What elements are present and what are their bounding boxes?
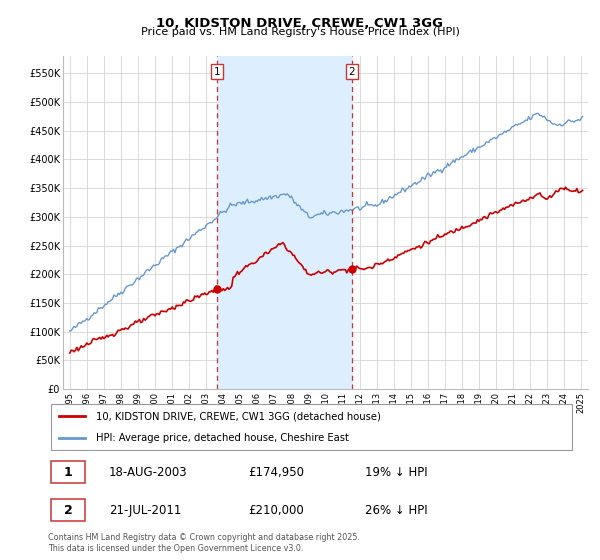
Text: £174,950: £174,950 [248, 466, 305, 479]
FancyBboxPatch shape [50, 461, 85, 483]
Text: 2: 2 [349, 67, 355, 77]
Text: Price paid vs. HM Land Registry's House Price Index (HPI): Price paid vs. HM Land Registry's House … [140, 27, 460, 37]
Text: HPI: Average price, detached house, Cheshire East: HPI: Average price, detached house, Ches… [95, 433, 349, 443]
Text: 1: 1 [214, 67, 220, 77]
Text: 21-JUL-2011: 21-JUL-2011 [109, 504, 181, 517]
Text: 1: 1 [64, 466, 73, 479]
Text: 18-AUG-2003: 18-AUG-2003 [109, 466, 187, 479]
FancyBboxPatch shape [50, 404, 572, 450]
Text: £210,000: £210,000 [248, 504, 304, 517]
Text: 26% ↓ HPI: 26% ↓ HPI [365, 504, 427, 517]
Text: Contains HM Land Registry data © Crown copyright and database right 2025.
This d: Contains HM Land Registry data © Crown c… [48, 533, 360, 553]
FancyBboxPatch shape [50, 500, 85, 521]
Text: 10, KIDSTON DRIVE, CREWE, CW1 3GG (detached house): 10, KIDSTON DRIVE, CREWE, CW1 3GG (detac… [95, 411, 380, 421]
Bar [217, 56, 352, 389]
Text: 2: 2 [64, 504, 73, 517]
Text: 10, KIDSTON DRIVE, CREWE, CW1 3GG: 10, KIDSTON DRIVE, CREWE, CW1 3GG [157, 17, 443, 30]
Text: 19% ↓ HPI: 19% ↓ HPI [365, 466, 427, 479]
